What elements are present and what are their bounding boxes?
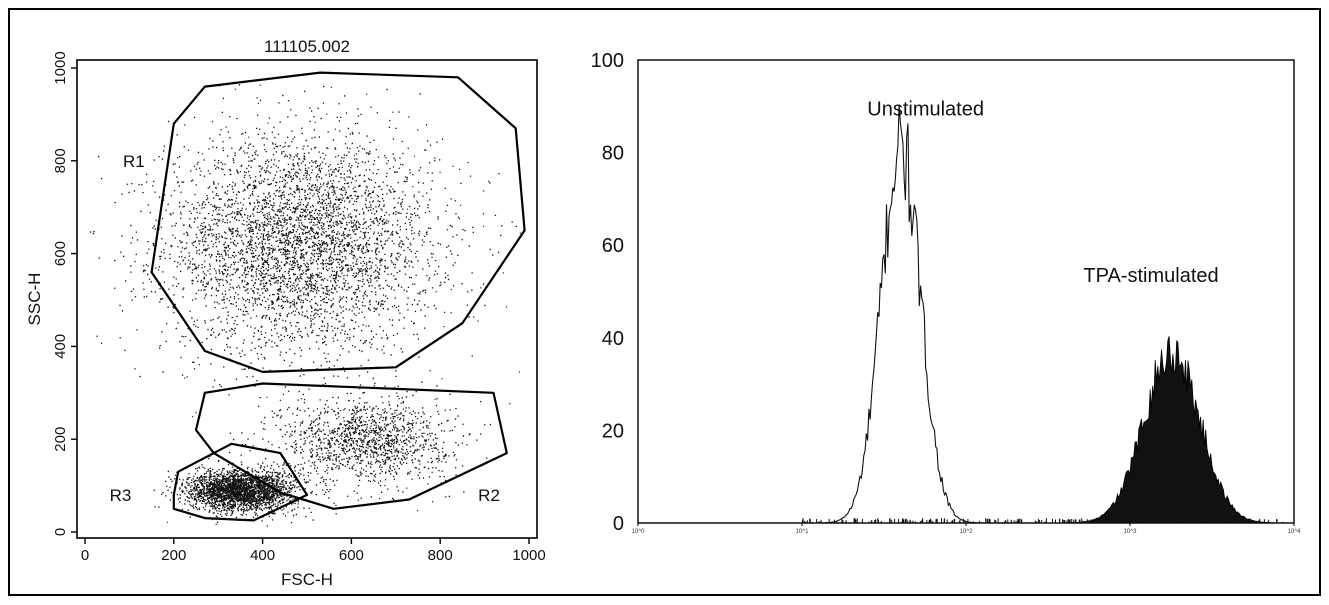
gate-label-r2: R2 <box>478 486 500 505</box>
scatter-y-axis-label: SSC-H <box>25 273 44 326</box>
y-tick-label: 600 <box>52 241 69 266</box>
gate-r1 <box>150 71 526 373</box>
scatter-x-ticks: 0 200 400 600 800 1000 <box>81 538 546 564</box>
x-tick-label: 10^4 <box>1288 529 1301 535</box>
histogram-y-ticks: 0 20 40 60 80 100 <box>591 50 624 535</box>
population-r1 <box>89 84 518 470</box>
scatter-x-axis-label: FSC-H <box>281 570 333 589</box>
scatter-plot-area <box>76 59 538 539</box>
gate-r2 <box>194 382 508 510</box>
gate-label-r3: R3 <box>110 486 132 505</box>
annotation-label: TPA-stimulated <box>1083 265 1218 287</box>
y-tick-label: 60 <box>602 235 624 257</box>
y-tick-label: 80 <box>602 143 624 165</box>
y-tick-label: 40 <box>602 328 624 350</box>
x-tick-label: 0 <box>81 547 89 564</box>
points-r3 <box>153 451 330 527</box>
x-tick-label: 10^0 <box>632 529 645 535</box>
annotation-label: Unstimulated <box>867 99 984 121</box>
x-tick-label: 1000 <box>512 547 545 564</box>
population-r3 <box>153 451 330 527</box>
y-tick-label: 1000 <box>52 51 69 84</box>
x-tick-label: 10^2 <box>960 529 973 535</box>
scatter-title: 111105.002 <box>264 37 350 56</box>
y-tick-label: 0 <box>52 528 69 536</box>
x-tick-label: 600 <box>339 547 364 564</box>
histogram-panel: 0 20 40 60 80 100 10^0 10^1 10^2 10^3 10^4 Unstim… <box>591 50 1301 535</box>
y-tick-label: 400 <box>52 334 69 359</box>
points-r1 <box>89 84 518 470</box>
gate-r3 <box>172 442 309 522</box>
y-tick-label: 800 <box>52 148 69 173</box>
x-tick-label: 400 <box>250 547 275 564</box>
y-tick-label: 20 <box>602 420 624 442</box>
scatter-y-ticks: 0 200 400 600 800 1000 <box>52 51 77 536</box>
gate-polygons: R1 R2 R3 <box>110 71 526 522</box>
y-tick-label: 200 <box>52 427 69 452</box>
histogram-annotations: Unstimulated TPA-stimulated <box>867 99 1218 288</box>
x-tick-label: 800 <box>428 547 453 564</box>
series-tpa-stimulated <box>638 336 1294 524</box>
x-tick-label: 200 <box>161 547 186 564</box>
histogram-series <box>638 104 1294 524</box>
histogram-x-ticks: 10^0 10^1 10^2 10^3 10^4 <box>632 523 1301 535</box>
scatter-panel: R1 R2 R3 0 200 400 600 800 1000 0 200 400 600 800 10… <box>25 37 546 589</box>
baseline-noise <box>801 518 1284 523</box>
y-tick-label: 0 <box>613 513 624 535</box>
y-tick-label: 100 <box>591 50 624 72</box>
scatter-points <box>89 84 521 527</box>
x-tick-label: 10^1 <box>796 529 809 535</box>
x-tick-label: 10^3 <box>1124 529 1137 535</box>
gate-label-r1: R1 <box>123 152 145 171</box>
